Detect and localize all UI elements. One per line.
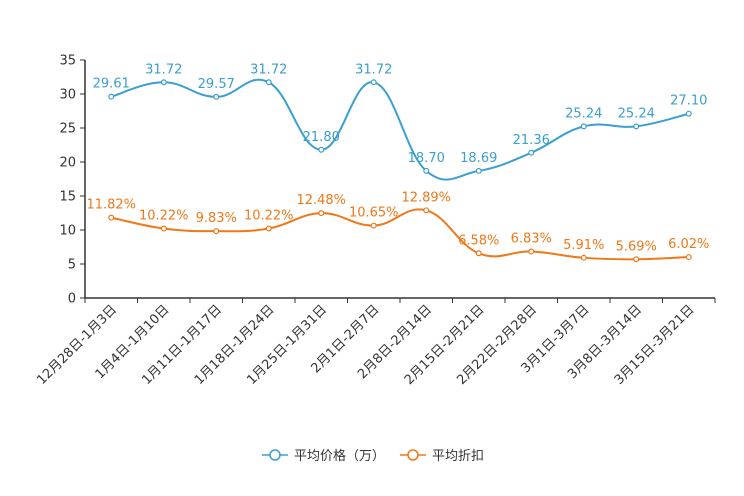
y-ticks-group: 0 5 10 15 20 25 30 35 (59, 54, 85, 307)
data-point[interactable] (370, 222, 377, 229)
data-point[interactable] (318, 146, 325, 153)
data-label: 6.58% (458, 233, 499, 248)
series-avg-price: 29.61 31.72 29.57 31.72 21.80 31.72 18.70 18.69… (93, 62, 707, 181)
legend-marker-icon (269, 449, 281, 461)
data-label: 5.91% (563, 238, 604, 253)
data-label: 31.72 (145, 62, 182, 77)
data-point[interactable] (633, 256, 640, 263)
data-label: 11.82% (86, 198, 136, 213)
data-point[interactable] (528, 248, 535, 255)
data-label: 29.57 (198, 77, 235, 92)
data-point[interactable] (423, 167, 430, 174)
series-group: 29.61 31.72 29.57 31.72 21.80 31.72 18.70 18.69… (86, 62, 709, 263)
data-label: 31.72 (355, 62, 392, 77)
y-tick-label: 35 (59, 54, 76, 69)
y-tick-label: 30 (59, 88, 76, 103)
y-tick-label: 15 (59, 190, 76, 205)
data-point[interactable] (213, 93, 220, 100)
data-label: 18.70 (408, 151, 445, 166)
y-tick-label: 10 (59, 224, 76, 239)
data-point[interactable] (370, 79, 377, 86)
y-tick-label: 5 (68, 258, 76, 273)
legend-marker-icon (407, 449, 419, 461)
legend-label: 平均折扣 (432, 449, 484, 464)
data-point[interactable] (265, 225, 272, 232)
data-label: 10.65% (349, 206, 399, 221)
data-point[interactable] (108, 214, 115, 221)
data-label: 21.80 (303, 130, 340, 145)
data-point[interactable] (580, 123, 587, 130)
data-point[interactable] (213, 228, 220, 235)
data-point[interactable] (160, 79, 167, 86)
data-label: 6.83% (511, 232, 552, 247)
data-label: 9.83% (196, 211, 237, 226)
data-label: 31.72 (250, 62, 287, 77)
data-label: 18.69 (460, 151, 497, 166)
data-point[interactable] (160, 225, 167, 232)
data-label: 12.48% (296, 193, 346, 208)
data-point[interactable] (475, 250, 482, 257)
legend: 平均价格（万） 平均折扣 (262, 448, 484, 464)
data-point[interactable] (475, 167, 482, 174)
data-point[interactable] (633, 123, 640, 130)
data-label: 25.24 (565, 106, 602, 121)
data-label: 6.02% (668, 237, 709, 252)
data-point[interactable] (108, 93, 115, 100)
data-point[interactable] (685, 254, 692, 261)
y-tick-label: 20 (59, 156, 76, 171)
legend-label: 平均价格（万） (294, 448, 385, 464)
legend-item-avg-price[interactable]: 平均价格（万） (262, 448, 385, 464)
data-label: 5.69% (616, 239, 657, 254)
data-point[interactable] (528, 149, 535, 156)
y-tick-label: 25 (59, 122, 76, 137)
series-avg-discount: 11.82%10.22% 9.83% 10.22%12.48%10.65%12.89… (86, 190, 709, 263)
data-label: 21.36 (513, 133, 550, 148)
data-label: 10.22% (139, 209, 189, 224)
series-line (110, 78, 689, 181)
data-label: 10.22% (244, 209, 294, 224)
x-ticks-group: 12月28日-1月3日1月4日-1月10日1月11日-1月17日1月18日-1月… (34, 298, 716, 388)
data-point[interactable] (318, 210, 325, 217)
data-label: 27.10 (670, 94, 707, 109)
data-point[interactable] (265, 79, 272, 86)
y-tick-label: 0 (68, 292, 76, 307)
data-point[interactable] (580, 254, 587, 261)
data-label: 12.89% (401, 190, 451, 205)
data-point[interactable] (423, 207, 430, 214)
axes-group (84, 60, 715, 299)
data-label: 25.24 (618, 106, 655, 121)
data-label: 29.61 (93, 77, 130, 92)
legend-item-avg-discount[interactable]: 平均折扣 (400, 449, 484, 464)
data-point[interactable] (685, 110, 692, 117)
